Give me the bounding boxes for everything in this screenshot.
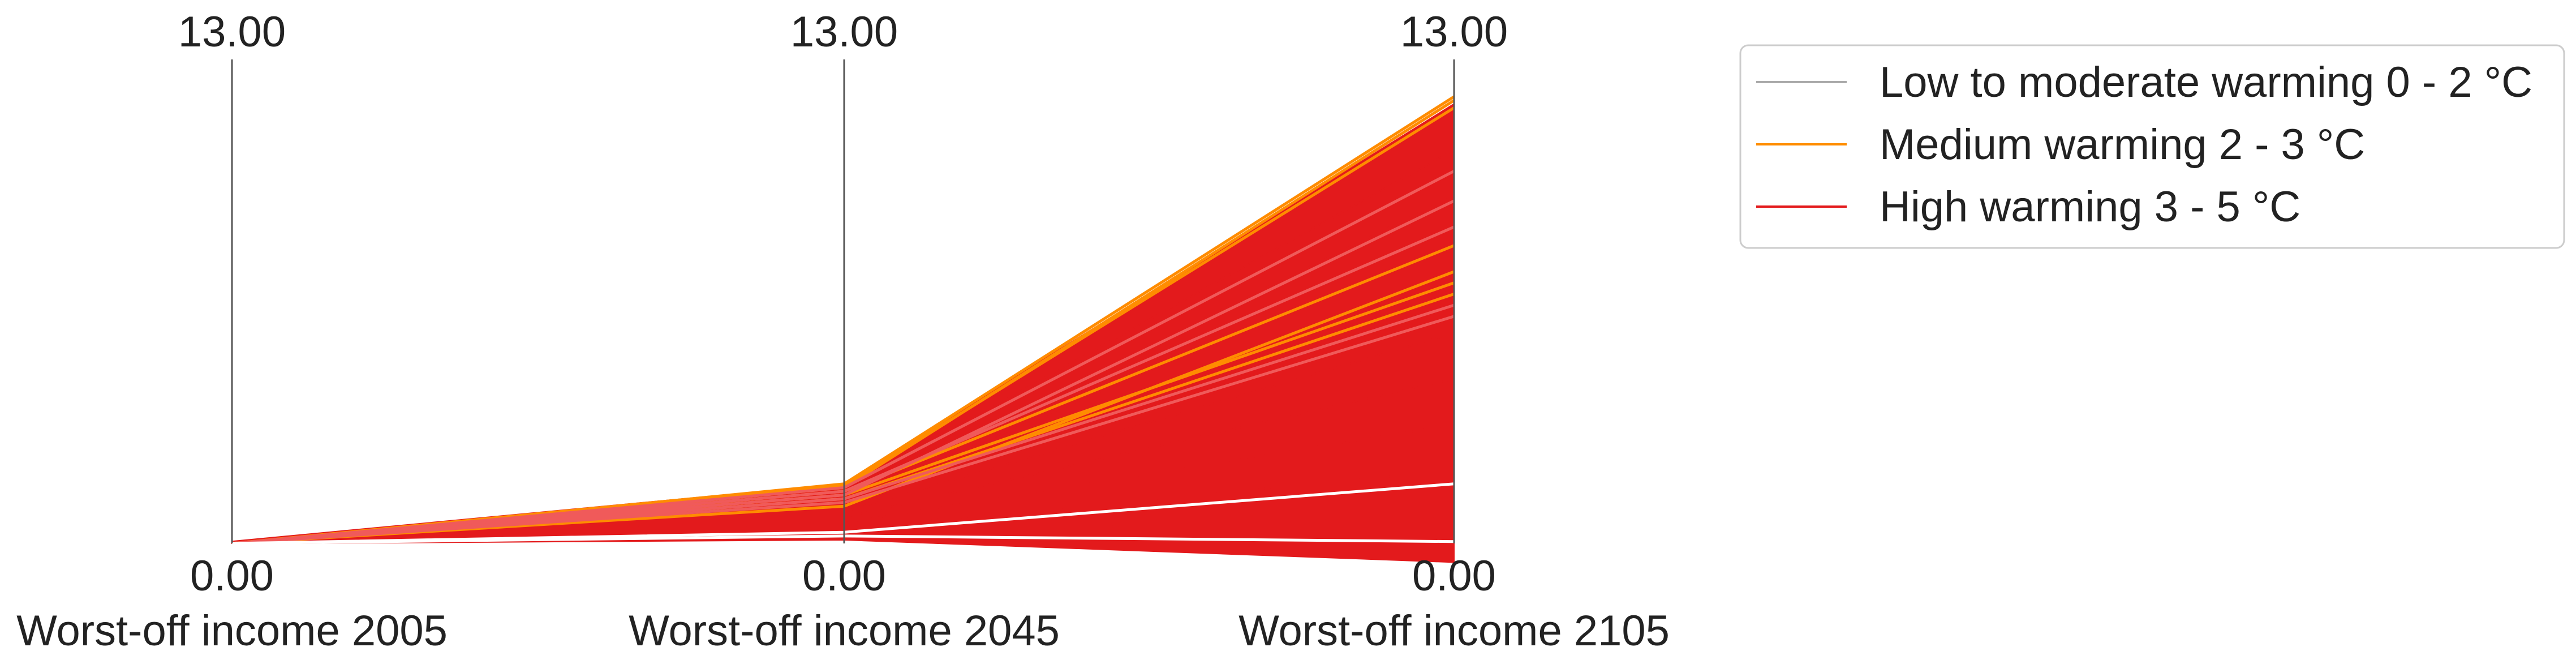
axis-min-label-1: 0.00 xyxy=(190,552,274,600)
legend: Low to moderate warming 0 - 2 °C Medium w… xyxy=(1739,44,2565,249)
legend-label-2: Medium warming 2 - 3 °C xyxy=(1880,121,2365,169)
axis-max-label-2: 13.00 xyxy=(790,8,898,56)
axis-min-label-3: 0.00 xyxy=(1412,552,1496,600)
legend-label-1: Low to moderate warming 0 - 2 °C xyxy=(1880,58,2532,106)
series-band-high-warming xyxy=(231,103,1455,563)
legend-label-3: High warming 3 - 5 °C xyxy=(1880,183,2300,231)
legend-box xyxy=(1739,44,2565,249)
axis-max-label-3: 13.00 xyxy=(1400,8,1508,56)
plot-area xyxy=(231,95,1455,563)
axis-title-1: Worst-off income 2005 xyxy=(16,607,448,655)
axis-max-label-1: 13.00 xyxy=(178,8,286,56)
axis-min-label-2: 0.00 xyxy=(802,552,886,600)
axis-title-2: Worst-off income 2045 xyxy=(629,607,1060,655)
axes: 13.00 0.00 Worst-off income 2005 13.00 0.00 W… xyxy=(16,8,1670,655)
axis-title-3: Worst-off income 2105 xyxy=(1238,607,1670,655)
